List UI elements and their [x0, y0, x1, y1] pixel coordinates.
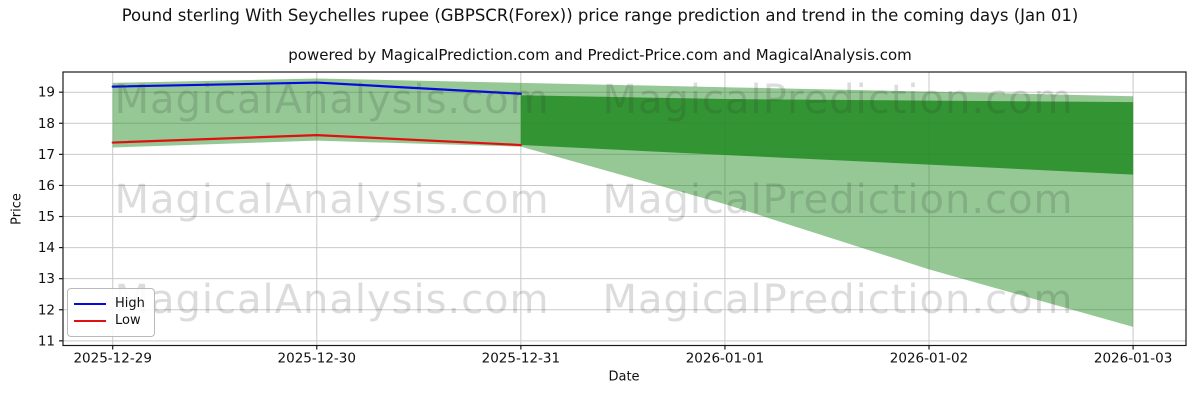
low-line-swatch: [74, 320, 106, 322]
x-tick-label: 2026-01-03: [1094, 351, 1172, 367]
chart-title: Pound sterling With Seychelles rupee (GB…: [121, 6, 1079, 25]
x-tick-label: 2026-01-02: [890, 351, 968, 367]
y-tick-label: 11: [38, 333, 55, 349]
chart-legend: High Low: [67, 288, 155, 337]
y-tick-label: 18: [38, 116, 55, 132]
y-tick-label: 17: [38, 147, 55, 163]
y-tick-label: 12: [38, 302, 55, 318]
x-tick-label: 2025-12-31: [482, 351, 560, 367]
y-axis-label: Price: [9, 193, 25, 225]
prediction-band-dark: [520, 95, 1134, 175]
y-tick-label: 16: [38, 178, 55, 194]
legend-item-high: High: [74, 296, 146, 312]
y-tick-label: 19: [38, 85, 55, 101]
y-tick-label: 13: [38, 271, 55, 287]
x-tick-label: 2026-01-01: [686, 351, 764, 367]
low-line: [111, 133, 522, 147]
legend-label-high: High: [115, 296, 145, 311]
x-tick-label: 2025-12-30: [278, 351, 356, 367]
y-tick-label: 15: [38, 209, 55, 225]
axes-frame: [62, 71, 1187, 347]
x-tick-label: 2025-12-29: [73, 351, 151, 367]
legend-label-low: Low: [115, 313, 141, 328]
chart-subtitle: powered by MagicalPrediction.com and Pre…: [288, 46, 912, 64]
high-line: [111, 81, 522, 95]
legend-item-low: Low: [74, 313, 146, 329]
high-line-swatch: [74, 303, 106, 305]
x-axis-label: Date: [608, 369, 640, 385]
y-tick-label: 14: [38, 240, 55, 256]
